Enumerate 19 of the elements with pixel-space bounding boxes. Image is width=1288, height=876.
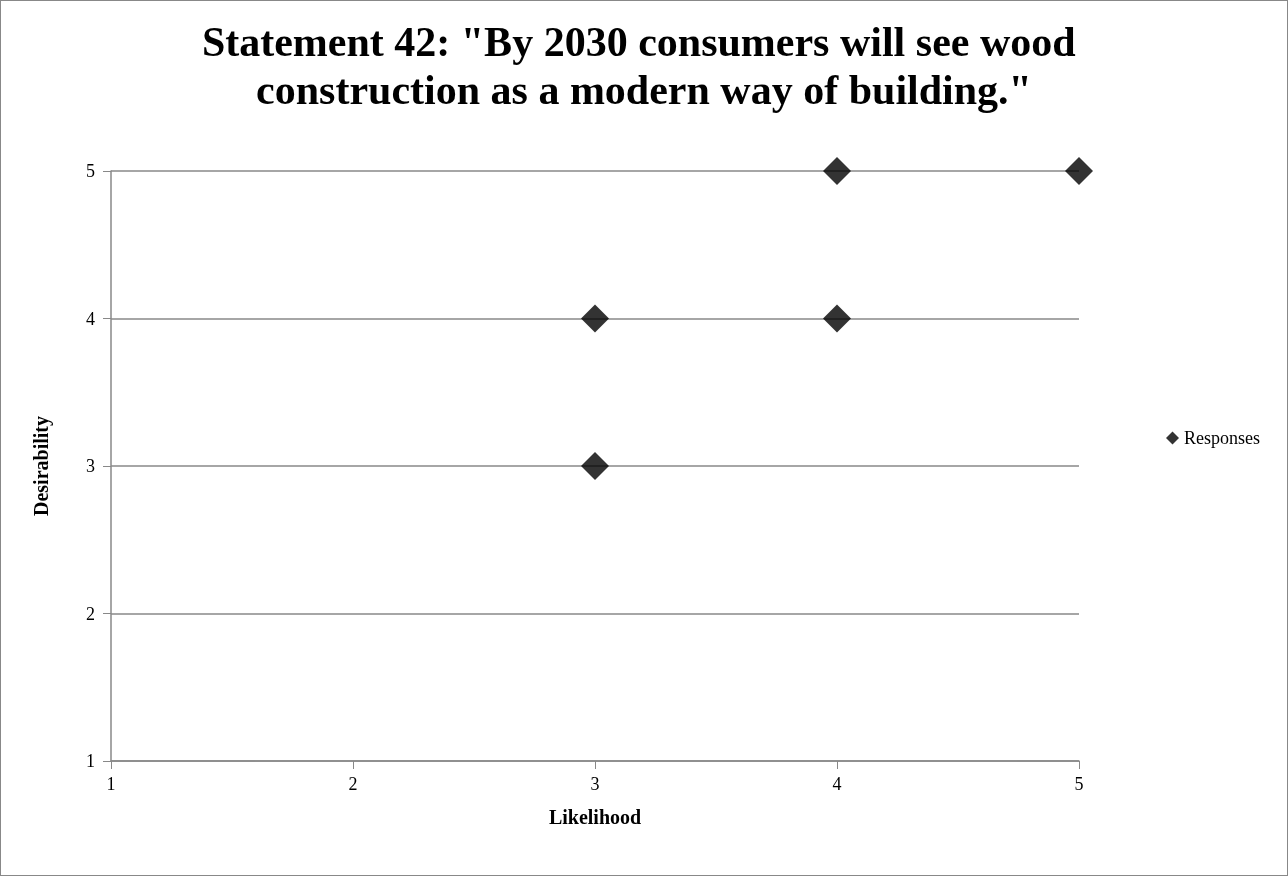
x-tick-label: 2 bbox=[348, 774, 358, 794]
y-axis-title: Desirability bbox=[30, 416, 53, 516]
chart-title: Statement 42: "By 2030 consumers will see wood construction as a modern way of building." bbox=[201, 19, 1087, 113]
y-tick-label: 4 bbox=[86, 308, 95, 329]
point bbox=[581, 304, 609, 333]
y-tick-label: 5 bbox=[86, 161, 95, 181]
legend-label: Responses bbox=[1184, 428, 1260, 448]
point bbox=[823, 304, 851, 333]
point bbox=[1065, 157, 1093, 185]
x-tick-label: 1 bbox=[106, 774, 116, 794]
x-tick-label: 5 bbox=[1074, 774, 1084, 794]
point bbox=[823, 157, 851, 185]
y-tick-label: 2 bbox=[86, 603, 95, 624]
y-tick-label: 1 bbox=[86, 751, 95, 771]
y-tick-label: 3 bbox=[86, 456, 95, 476]
x-tick-label: 3 bbox=[590, 774, 600, 794]
x-axis-title: Likelihood bbox=[548, 806, 642, 828]
point bbox=[581, 452, 609, 480]
x-tick-label: 4 bbox=[832, 774, 842, 794]
